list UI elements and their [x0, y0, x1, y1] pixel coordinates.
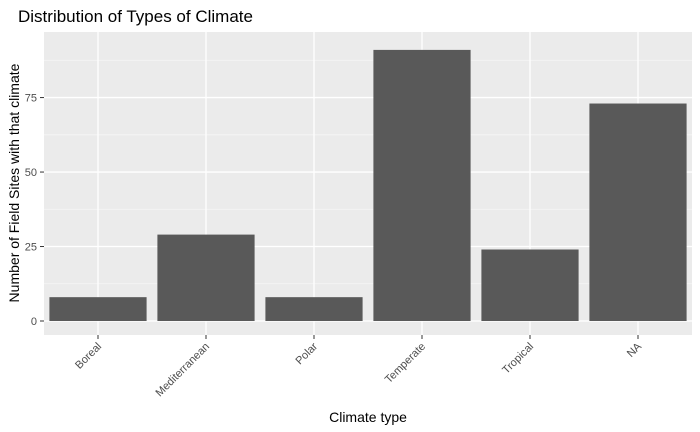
y-axis: 0 25 50 75: [25, 93, 44, 328]
y-tick-label: 0: [31, 316, 37, 328]
x-axis-title: Climate type: [329, 409, 407, 425]
bar-temperate: [373, 49, 471, 321]
x-tick-label: Polar: [293, 340, 320, 367]
y-tick-label: 50: [25, 167, 37, 179]
bar-tropical: [481, 249, 579, 321]
y-tick-label: 25: [25, 242, 37, 254]
x-tick-label: NA: [625, 340, 645, 360]
bar-mediterranean: [157, 234, 255, 321]
y-axis-title: Number of Field Sites with that climate: [6, 63, 22, 302]
bar-na: [589, 103, 687, 321]
x-tick-label: Boreal: [73, 341, 104, 372]
x-tick-label: Temperate: [383, 341, 428, 386]
x-axis: Boreal Mediterranean Polar Temperate Tropica…: [73, 335, 645, 400]
bars: [49, 49, 687, 321]
x-tick-label: Mediterranean: [153, 341, 212, 400]
minor-gridlines: [44, 59, 692, 285]
chart-title: Distribution of Types of Climate: [18, 7, 253, 26]
plot-panel: [44, 32, 692, 335]
bar-polar: [265, 297, 363, 321]
bar-boreal: [49, 297, 147, 321]
y-tick-label: 75: [25, 93, 37, 105]
x-tick-label: Tropical: [500, 341, 536, 377]
